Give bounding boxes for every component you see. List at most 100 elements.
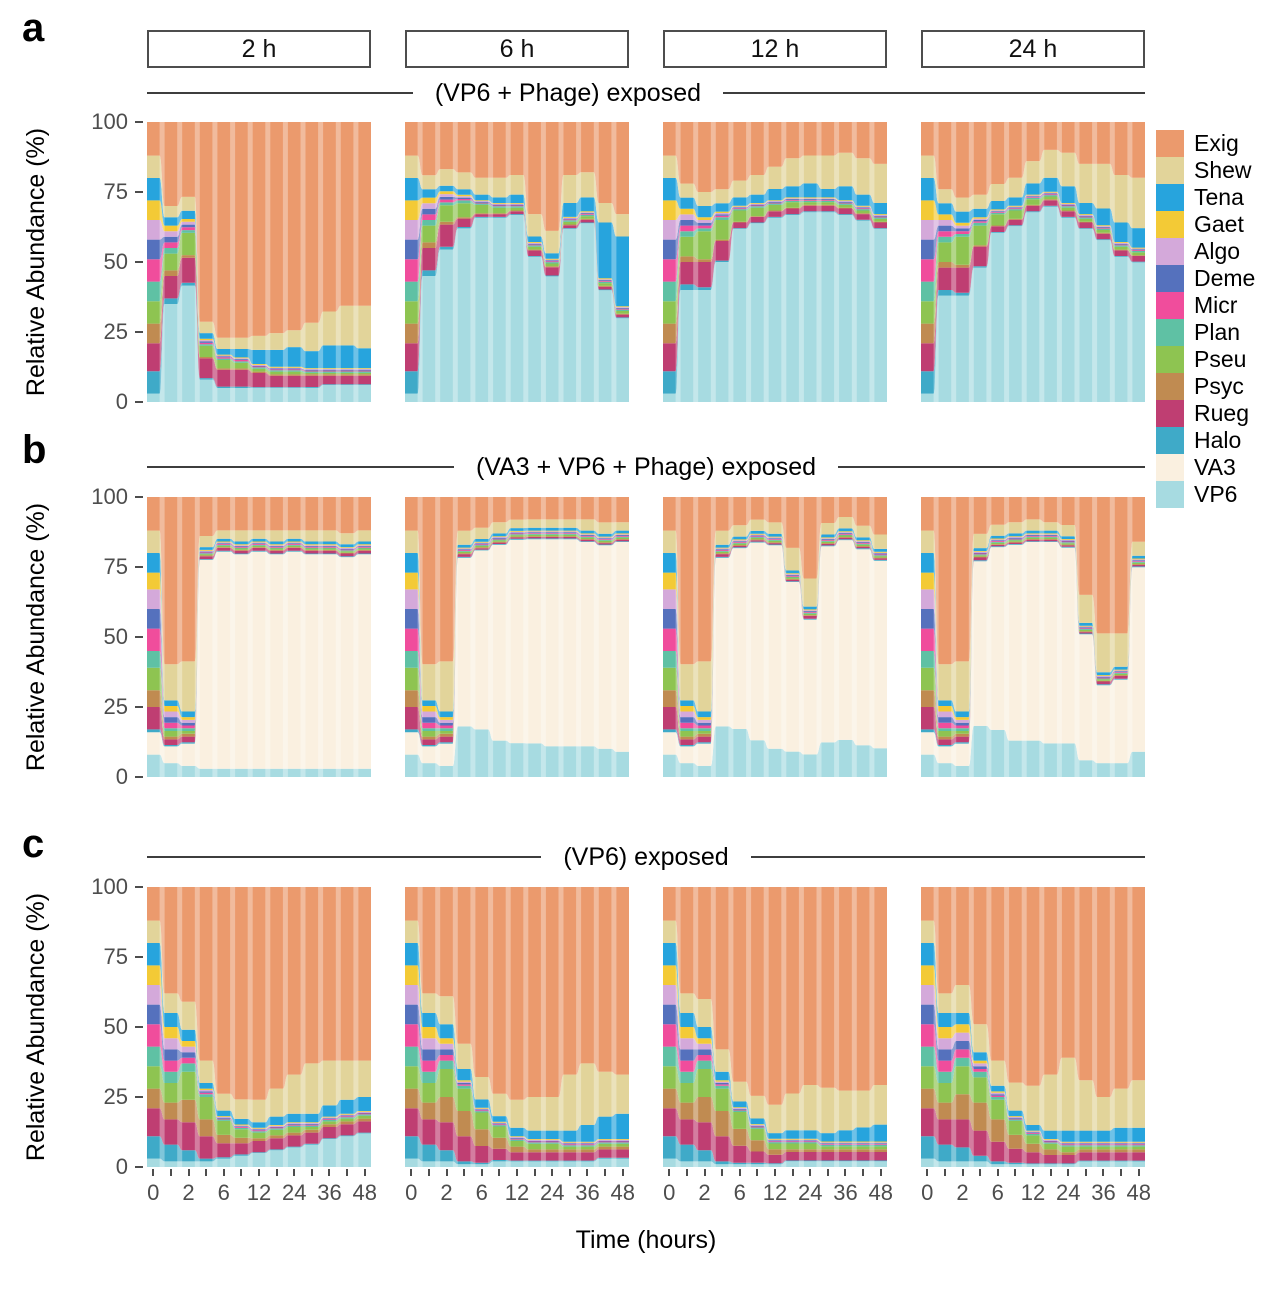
x-tick-label: 6 bbox=[475, 1180, 488, 1205]
legend-label: Pseu bbox=[1194, 346, 1247, 372]
flow-lightening-stripe bbox=[816, 887, 822, 1167]
subplot-a-2h bbox=[147, 122, 371, 402]
flow-lightening-stripe bbox=[558, 887, 564, 1167]
flow-lightening-stripe bbox=[540, 122, 546, 402]
flow-lightening-stripe bbox=[417, 887, 423, 1167]
y-tick-label: 100 bbox=[91, 484, 128, 509]
flow-lightening-stripe bbox=[693, 887, 699, 1167]
x-tick-mark bbox=[926, 1169, 929, 1176]
x-tick-mark bbox=[826, 1169, 829, 1176]
legend-label: Exig bbox=[1194, 130, 1239, 156]
flow-lightening-stripe bbox=[933, 497, 939, 777]
flow-lightening-stripe bbox=[1056, 887, 1062, 1167]
flow-lightening-stripe bbox=[1056, 122, 1062, 402]
legend-swatch-rueg bbox=[1156, 400, 1184, 427]
y-axis-title: Relative Abundance (%) bbox=[22, 127, 50, 397]
series-band-algo bbox=[147, 220, 371, 370]
flow-lightening-stripe bbox=[851, 497, 857, 777]
x-tick-mark bbox=[996, 1169, 999, 1176]
x-tick-mark bbox=[427, 1169, 430, 1176]
series-band-halo bbox=[405, 1136, 629, 1165]
flow-lightening-stripe bbox=[781, 122, 787, 402]
flow-lightening-stripe bbox=[798, 887, 804, 1167]
series-band-tena bbox=[147, 178, 371, 369]
series-band-exig bbox=[147, 122, 371, 338]
flow-lightening-stripe bbox=[265, 122, 271, 402]
x-tick-label: 2 bbox=[440, 1180, 453, 1205]
flow-lightening-stripe bbox=[693, 497, 699, 777]
x-tick-mark bbox=[551, 1169, 554, 1176]
flow-lightening-stripe bbox=[951, 122, 957, 402]
flow-lightening-stripe bbox=[851, 887, 857, 1167]
y-axis-title: Relative Abundance (%) bbox=[22, 502, 50, 772]
flow-lightening-stripe bbox=[816, 122, 822, 402]
flow-lightening-stripe bbox=[728, 497, 734, 777]
flow-lightening-stripe bbox=[1021, 887, 1027, 1167]
x-tick-label: 0 bbox=[921, 1180, 934, 1205]
x-tick-mark bbox=[1049, 1169, 1052, 1176]
x-tick-mark bbox=[463, 1169, 466, 1176]
title-rule-right bbox=[838, 466, 1146, 468]
y-tick-label: 100 bbox=[91, 874, 128, 899]
flow-lightening-stripe bbox=[1039, 497, 1045, 777]
series-band-exig bbox=[921, 497, 1145, 665]
x-tick-mark bbox=[533, 1169, 536, 1176]
flow-lightening-stripe bbox=[435, 122, 441, 402]
y-tick-mark bbox=[135, 121, 143, 123]
x-tick-label: 6 bbox=[217, 1180, 230, 1205]
x-tick-label: 12 bbox=[762, 1180, 788, 1205]
y-tick-label: 50 bbox=[103, 249, 128, 274]
flow-lightening-stripe bbox=[986, 122, 992, 402]
flow-lightening-stripe bbox=[781, 497, 787, 777]
series-band-shew bbox=[405, 519, 629, 712]
legend-swatch-micr bbox=[1156, 292, 1184, 319]
subplot-b-12h bbox=[663, 497, 887, 777]
x-tick-mark bbox=[1137, 1169, 1140, 1176]
x-tick-label: 48 bbox=[868, 1180, 893, 1205]
subplot-b-2h bbox=[147, 497, 371, 777]
legend-swatch-vp6 bbox=[1156, 481, 1184, 508]
series-band-exig bbox=[405, 887, 629, 1100]
series-band-halo bbox=[921, 1136, 1145, 1165]
flow-lightening-stripe bbox=[318, 497, 324, 777]
series-band-shew bbox=[147, 920, 371, 1123]
legend-label: Micr bbox=[1194, 292, 1238, 318]
flow-lightening-stripe bbox=[159, 887, 165, 1167]
flow-lightening-stripe bbox=[869, 122, 875, 402]
x-tick-label: 48 bbox=[352, 1180, 377, 1205]
x-tick-mark bbox=[152, 1169, 155, 1176]
flow-lightening-stripe bbox=[300, 887, 306, 1167]
flow-lightening-stripe bbox=[247, 887, 253, 1167]
column-header-6h: 6 h bbox=[405, 30, 629, 68]
column-header-label: 6 h bbox=[499, 34, 535, 63]
x-axis-title: Time (hours) bbox=[575, 1226, 717, 1254]
flow-lightening-stripe bbox=[763, 122, 769, 402]
subplot-c-24h bbox=[921, 887, 1145, 1167]
y-tick-label: 75 bbox=[103, 179, 128, 204]
flow-lightening-stripe bbox=[1021, 497, 1027, 777]
y-tick-label: 100 bbox=[91, 109, 128, 134]
flow-lightening-stripe bbox=[763, 887, 769, 1167]
subplot-b-6h bbox=[405, 497, 629, 777]
series-band-va3 bbox=[663, 540, 887, 766]
series-band-tena bbox=[663, 178, 887, 218]
x-tick-label: 12 bbox=[246, 1180, 272, 1205]
flow-lightening-stripe bbox=[540, 497, 546, 777]
flow-lightening-stripe bbox=[353, 497, 359, 777]
series-band-vp6 bbox=[405, 1158, 629, 1167]
series-band-exig bbox=[921, 122, 1145, 198]
panel-a-title-row: (VP6 + Phage) exposed bbox=[147, 78, 1145, 108]
flow-lightening-stripe bbox=[300, 497, 306, 777]
series-band-shew bbox=[147, 155, 371, 352]
series-band-shew bbox=[405, 920, 629, 1131]
flow-lightening-stripe bbox=[1092, 887, 1098, 1167]
legend-label: Deme bbox=[1194, 265, 1256, 291]
legend-swatch-va3 bbox=[1156, 454, 1184, 481]
x-tick-mark bbox=[774, 1169, 776, 1176]
series-band-shew bbox=[921, 149, 1145, 229]
title-rule-left bbox=[147, 856, 542, 858]
x-tick-mark bbox=[240, 1169, 243, 1176]
series-band-tena bbox=[405, 178, 629, 307]
flow-lightening-stripe bbox=[746, 497, 752, 777]
flow-lightening-stripe bbox=[505, 887, 511, 1167]
